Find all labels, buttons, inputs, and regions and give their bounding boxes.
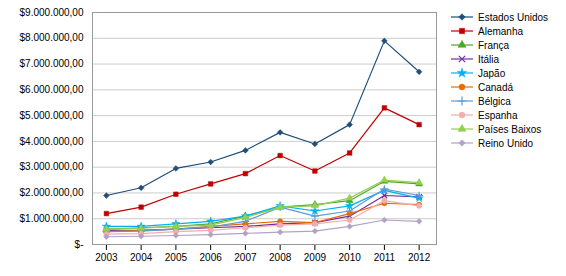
html-text:Alemanha: Alemanha [478, 25, 523, 37]
svg-text:2010: 2010 [339, 252, 362, 263]
html-text:Japão: Japão [478, 67, 506, 79]
html-text:Canadá: Canadá [478, 81, 513, 93]
html-text:Reino Unido: Reino Unido [478, 137, 533, 149]
svg-text:2006: 2006 [200, 252, 223, 263]
svg-text:$7.000.000,00: $7.000.000,00 [20, 58, 84, 69]
svg-text:$1.000.000,00: $1.000.000,00 [20, 213, 84, 224]
svg-text:2003: 2003 [95, 252, 118, 263]
svg-text:$6.000.000,00: $6.000.000,00 [20, 84, 84, 95]
svg-text:$9.000.000,00: $9.000.000,00 [20, 7, 84, 18]
html-text:Países Baixos: Países Baixos [478, 123, 542, 135]
svg-text:2012: 2012 [408, 252, 431, 263]
svg-text:$8.000.000,00: $8.000.000,00 [20, 32, 84, 43]
svg-text:2005: 2005 [165, 252, 188, 263]
html-text:Estados Unidos: Estados Unidos [478, 11, 548, 23]
svg-text:$4.000.000,00: $4.000.000,00 [20, 136, 84, 147]
svg-text:$2.000.000,00: $2.000.000,00 [20, 187, 84, 198]
svg-text:2009: 2009 [304, 252, 327, 263]
svg-text:2004: 2004 [130, 252, 153, 263]
svg-text:$-: $- [75, 239, 84, 250]
svg-text:$5.000.000,00: $5.000.000,00 [20, 110, 84, 121]
html-text:Itália: Itália [478, 53, 500, 65]
svg-text:2008: 2008 [269, 252, 292, 263]
svg-text:2007: 2007 [234, 252, 257, 263]
html-text:França: França [478, 39, 510, 51]
html-text:Espanha: Espanha [478, 109, 518, 121]
svg-text:2011: 2011 [374, 252, 396, 263]
html-text:Bélgica: Bélgica [478, 95, 511, 107]
svg-text:$3.000.000,00: $3.000.000,00 [20, 161, 84, 172]
